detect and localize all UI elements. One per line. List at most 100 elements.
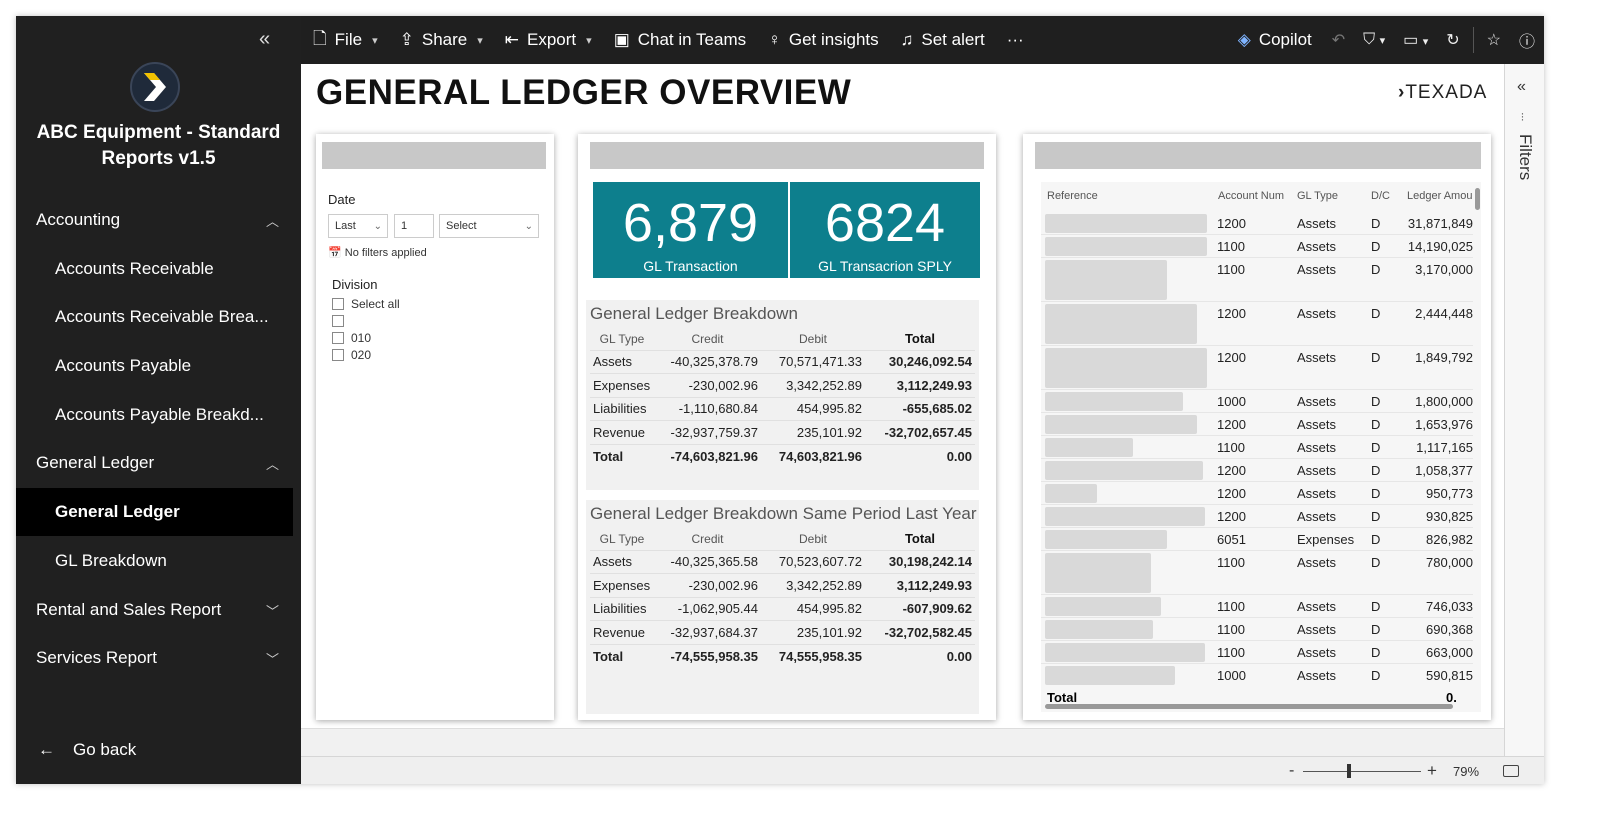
no-filters-text: 📅 No filters applied xyxy=(328,246,427,259)
undo-icon[interactable]: ↶ xyxy=(1331,32,1346,49)
set-alert-button[interactable]: ♫ Set alert xyxy=(890,30,996,50)
ledger-row[interactable]: 1200 Assets D 2,444,448 xyxy=(1041,302,1473,346)
ledger-row[interactable]: 1100 Assets D 690,368 xyxy=(1041,618,1473,641)
column-header[interactable]: Credit xyxy=(691,331,724,346)
file-menu[interactable]: 🗋 File ▾ xyxy=(301,26,389,55)
copilot-button[interactable]: ◈ Copilot xyxy=(1227,30,1323,50)
division-option-010[interactable]: 010 xyxy=(332,331,371,345)
horizontal-scrollbar[interactable] xyxy=(1045,704,1453,709)
zoom-in-button[interactable]: + xyxy=(1427,761,1437,780)
nav-item-accounts-receivable-breakdown[interactable]: Accounts Receivable Brea... xyxy=(16,293,293,341)
ledger-row[interactable]: 1100 Assets D 14,190,025 xyxy=(1041,235,1473,258)
nav-item-gl-breakdown[interactable]: GL Breakdown xyxy=(16,537,293,585)
account-num-cell: 1200 xyxy=(1217,463,1246,478)
nav-item-accounts-receivable[interactable]: Accounts Receivable xyxy=(16,245,293,293)
ledger-row[interactable]: 1000 Assets D 590,815 xyxy=(1041,664,1473,686)
fit-to-page-icon[interactable] xyxy=(1503,765,1519,777)
ledger-row[interactable]: 1200 Assets D 31,871,849 xyxy=(1041,212,1473,235)
nav-item-accounts-payable[interactable]: Accounts Payable xyxy=(16,342,293,390)
filters-pane-label[interactable]: Filters xyxy=(1516,134,1535,181)
nav-section-general-ledger[interactable]: General Ledger ︿ xyxy=(16,439,293,487)
chat-in-teams-button[interactable]: ▣ Chat in Teams xyxy=(603,30,757,50)
zoom-slider-track[interactable] xyxy=(1303,771,1421,772)
checkbox[interactable] xyxy=(332,315,344,327)
ledger-row[interactable]: 1200 Assets D 1,849,792 xyxy=(1041,346,1473,390)
column-header[interactable]: Total xyxy=(904,331,936,347)
division-option-blank[interactable] xyxy=(332,315,351,327)
account-num-cell: 1100 xyxy=(1217,440,1245,455)
division-option-020[interactable]: 020 xyxy=(332,348,371,362)
ledger-row[interactable]: 1000 Assets D 1,800,000 xyxy=(1041,390,1473,413)
zoom-out-button[interactable]: - xyxy=(1289,762,1295,779)
column-header[interactable]: Ledger Amou xyxy=(1407,190,1473,202)
card-header xyxy=(590,142,984,169)
column-header[interactable]: Account Num xyxy=(1218,190,1285,202)
ledger-row[interactable]: 1200 Assets D 950,773 xyxy=(1041,482,1473,505)
view-icon[interactable]: ▭ ▾ xyxy=(1403,32,1429,49)
ledger-amount-cell: 1,058,377 xyxy=(1415,463,1473,478)
ledger-row[interactable]: 1100 Assets D 1,117,165 xyxy=(1041,436,1473,459)
column-header[interactable]: GL Type xyxy=(599,531,645,546)
favorite-star-icon[interactable]: ☆ xyxy=(1486,32,1501,49)
ledger-row[interactable]: 1200 Assets D 1,058,377 xyxy=(1041,459,1473,482)
column-header[interactable]: Debit xyxy=(798,531,827,546)
filters-pane[interactable]: « ⫶ Filters xyxy=(1504,64,1544,756)
nav-item-general-ledger[interactable]: General Ledger xyxy=(16,488,293,536)
division-option-select-all[interactable]: Select all xyxy=(332,297,400,311)
account-num-cell: 1000 xyxy=(1217,668,1246,683)
share-menu[interactable]: ⇪ Share ▾ xyxy=(389,30,494,50)
set-alert-label: Set alert xyxy=(921,30,985,49)
ledger-amount-cell: 1,849,792 xyxy=(1415,350,1473,365)
dc-cell: D xyxy=(1371,440,1381,455)
zoom-slider-thumb[interactable] xyxy=(1347,764,1351,778)
chevron-down-icon: ﹀ xyxy=(265,651,279,667)
ledger-row[interactable]: 1200 Assets D 1,653,976 xyxy=(1041,413,1473,436)
collapse-sidebar-icon[interactable]: « xyxy=(259,28,271,50)
ledger-row[interactable]: 1100 Assets D 780,000 xyxy=(1041,551,1473,595)
gl-type-cell: Assets xyxy=(1297,239,1337,254)
ledger-amount-cell: 746,033 xyxy=(1426,599,1473,614)
get-insights-button[interactable]: ♀ Get insights xyxy=(757,30,890,50)
ledger-row[interactable]: 1100 Assets D 663,000 xyxy=(1041,641,1473,664)
column-header[interactable]: Debit xyxy=(798,331,827,346)
more-options-button[interactable]: ··· xyxy=(996,30,1035,50)
checkbox[interactable] xyxy=(332,332,344,344)
ledger-row[interactable]: 1200 Assets D 930,825 xyxy=(1041,505,1473,528)
checkbox[interactable] xyxy=(332,349,344,361)
checkbox[interactable] xyxy=(332,298,344,310)
ledger-amount-cell: 31,871,849 xyxy=(1407,216,1473,231)
dc-cell: D xyxy=(1371,306,1381,321)
nav-item-label: General Ledger xyxy=(55,502,180,521)
column-header[interactable]: Total xyxy=(904,531,936,547)
cell: -230,002.96 xyxy=(654,573,761,597)
column-header[interactable]: GL Type xyxy=(1297,190,1338,202)
share-label: Share xyxy=(421,30,468,49)
expand-filters-icon[interactable]: « xyxy=(1517,78,1526,95)
export-menu[interactable]: ⇤ Export ▾ xyxy=(494,30,603,50)
nav-item-accounts-payable-breakdown[interactable]: Accounts Payable Breakd... xyxy=(16,391,293,439)
bookmark-icon[interactable]: ⛉ ▾ xyxy=(1363,31,1386,48)
cell: Total xyxy=(590,443,654,468)
cell: 454,995.82 xyxy=(761,396,865,421)
column-header[interactable]: Credit xyxy=(691,531,724,546)
refresh-icon[interactable]: ↻ xyxy=(1446,32,1460,49)
ledger-row[interactable]: 1100 Assets D 746,033 xyxy=(1041,595,1473,618)
info-icon[interactable]: ⓘ xyxy=(1518,34,1535,51)
ledger-row[interactable]: 6051 Expenses D 826,982 xyxy=(1041,528,1473,551)
column-header[interactable]: Reference xyxy=(1047,190,1098,202)
nav-section-services-report[interactable]: Services Report ﹀ xyxy=(16,634,293,682)
cell: -74,555,958.35 xyxy=(654,643,761,668)
date-unit-dropdown[interactable]: Select ⌄ xyxy=(439,214,539,238)
nav-section-rental-and-sales[interactable]: Rental and Sales Report ﹀ xyxy=(16,586,293,634)
column-header[interactable]: GL Type xyxy=(599,331,645,346)
column-header[interactable]: D/C xyxy=(1371,190,1390,202)
ledger-row[interactable]: 1100 Assets D 3,170,000 xyxy=(1041,258,1473,302)
date-mode-dropdown[interactable]: Last ⌄ xyxy=(328,214,388,238)
vertical-scrollbar[interactable] xyxy=(1475,188,1480,210)
go-back-button[interactable]: ← Go back xyxy=(38,740,136,760)
date-count-input[interactable]: 1 xyxy=(394,214,434,238)
nav-section-accounting[interactable]: Accounting ︿ xyxy=(16,196,293,244)
bell-icon: ♫ xyxy=(900,30,914,49)
cell: -32,702,582.45 xyxy=(865,620,975,644)
ledger-amount-cell: 690,368 xyxy=(1426,622,1473,637)
